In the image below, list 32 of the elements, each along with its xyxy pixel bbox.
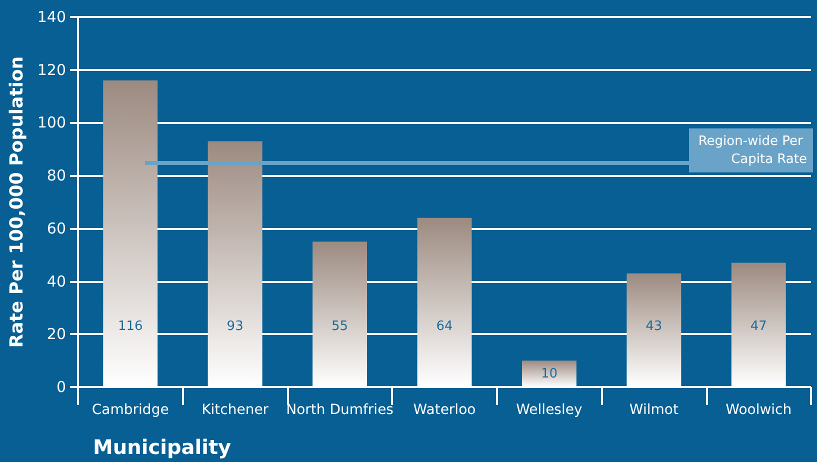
x-tick-label: North Dumfries [286, 402, 394, 418]
y-tick-label: 140 [37, 8, 66, 26]
bar [417, 218, 472, 387]
y-tick-label: 60 [46, 219, 66, 238]
data-label: 47 [750, 319, 767, 334]
x-tick-label: Woolwich [726, 402, 792, 418]
bar [731, 262, 786, 387]
x-tick-label: Kitchener [202, 402, 269, 418]
y-tick-label: 80 [46, 166, 66, 185]
y-tick-label: 120 [37, 60, 66, 79]
data-label: 93 [226, 319, 244, 334]
y-axis-title: Rate Per 100,000 Population [6, 56, 28, 348]
bar [208, 141, 262, 387]
x-tick-label: Wilmot [629, 402, 679, 418]
y-tick-label: 0 [56, 378, 66, 396]
bar [312, 242, 368, 387]
bar [522, 360, 576, 387]
bar [626, 273, 682, 387]
data-label: 55 [332, 319, 348, 334]
data-label: 116 [118, 319, 143, 334]
ref-line-label: Region-wide Per Capita Rate [698, 134, 807, 167]
data-label: 10 [540, 366, 558, 382]
x-tick-label: Wellesley [516, 402, 582, 418]
data-label: 43 [646, 319, 662, 334]
x-axis-title: Municipality [93, 435, 232, 459]
y-tick-label: 100 [37, 114, 66, 132]
data-label: 64 [436, 319, 453, 334]
y-tick-label: 40 [46, 272, 66, 290]
bar [103, 80, 158, 387]
x-tick-label: Cambridge [92, 402, 169, 418]
y-tick-label: 20 [46, 325, 66, 344]
x-tick-label: Waterloo [413, 402, 476, 418]
